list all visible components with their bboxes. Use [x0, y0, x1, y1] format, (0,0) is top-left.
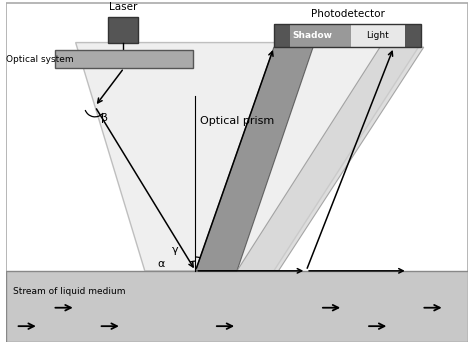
Polygon shape	[237, 47, 424, 271]
Polygon shape	[195, 47, 313, 271]
Bar	[290, 24, 351, 47]
Polygon shape	[75, 43, 421, 271]
Bar	[405, 24, 421, 47]
Text: α: α	[158, 259, 165, 269]
Text: Laser: Laser	[109, 2, 137, 12]
Bar	[351, 24, 405, 47]
Text: Optical prism: Optical prism	[200, 116, 274, 126]
Text: Photodetector: Photodetector	[311, 9, 384, 19]
Bar	[274, 24, 421, 47]
Bar	[55, 50, 193, 68]
Bar	[108, 17, 138, 43]
Text: γ: γ	[172, 245, 178, 255]
Text: Light: Light	[366, 31, 389, 40]
Text: Stream of liquid medium: Stream of liquid medium	[13, 287, 126, 296]
Text: Shadow: Shadow	[292, 31, 332, 40]
Text: β: β	[101, 113, 108, 123]
Bar	[7, 271, 467, 342]
Text: Optical system: Optical system	[7, 55, 74, 64]
Bar	[274, 24, 290, 47]
